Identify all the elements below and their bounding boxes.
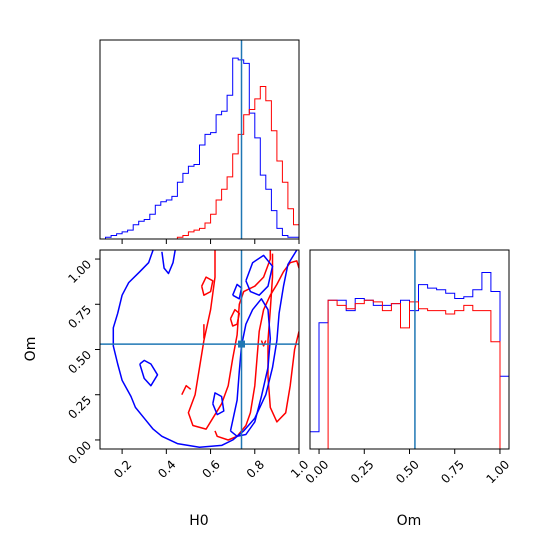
om-hist-x-tick-label: 0.25 — [348, 457, 377, 486]
om-hist-series-group — [310, 272, 509, 449]
contour-y-tick-label: 0.00 — [65, 438, 94, 467]
contour-y-tick-label: 1.00 — [65, 257, 94, 286]
contour-y-tick-label: 0.50 — [65, 348, 94, 377]
series-b-contour-6 — [181, 384, 192, 396]
contour-truth-marker — [238, 340, 246, 348]
h0-histogram-panel — [99, 39, 300, 244]
om-hist-series-b — [310, 299, 509, 449]
contour-x-tick-label: 0.4 — [155, 457, 178, 480]
om-hist-series-a — [310, 272, 509, 449]
series-a-contour-4 — [229, 298, 272, 438]
series-b-contour-7 — [229, 308, 241, 327]
series-a-contour-1 — [112, 250, 298, 448]
x-axis-label-h0: H0 — [189, 513, 208, 529]
om-hist-x-tick-label: 0.75 — [438, 457, 467, 486]
series-b-contour-4 — [200, 276, 214, 296]
h0-hist-frame — [99, 39, 300, 240]
h0-hist-series-a — [100, 57, 299, 239]
h0-om-contour-panel: 0.2 0.4 0.6 0.8 1.00.000.250.500.751.00 — [65, 249, 311, 481]
series-a-contour-7 — [212, 392, 225, 416]
contour-x-tick-label: 0.8 — [244, 457, 267, 480]
contour-y-tick-label: 0.25 — [65, 393, 94, 422]
series-b-contour-2 — [267, 253, 299, 423]
om-hist-x-tick-label: 0.50 — [393, 457, 422, 486]
series-a-contour-3 — [139, 359, 159, 387]
contour-x-tick-label: 0.2 — [111, 457, 134, 480]
series-a-contour-5 — [245, 254, 274, 296]
series-b-contour-3 — [187, 250, 272, 430]
om-hist-frame — [309, 249, 510, 450]
om-hist-x-tick-label: 0.00 — [303, 457, 332, 486]
contour-y-tick-label: 0.75 — [65, 302, 94, 331]
contour-series-group — [112, 250, 299, 448]
x-axis-label-om: Om — [397, 513, 422, 529]
y-axis-label-om: Om — [23, 337, 39, 362]
contour-x-tick-label: 0.6 — [199, 457, 222, 480]
h0-hist-series-group — [100, 57, 299, 239]
series-a-contour-6 — [232, 283, 243, 300]
h0-hist-series-b — [100, 86, 299, 239]
om-hist-x-tick-label: 1.00 — [484, 457, 513, 486]
series-a-contour-2 — [161, 250, 176, 275]
series-b-contour-8 — [260, 340, 267, 347]
om-histogram-panel: 0.00 0.25 0.50 0.75 1.00 — [303, 249, 513, 486]
